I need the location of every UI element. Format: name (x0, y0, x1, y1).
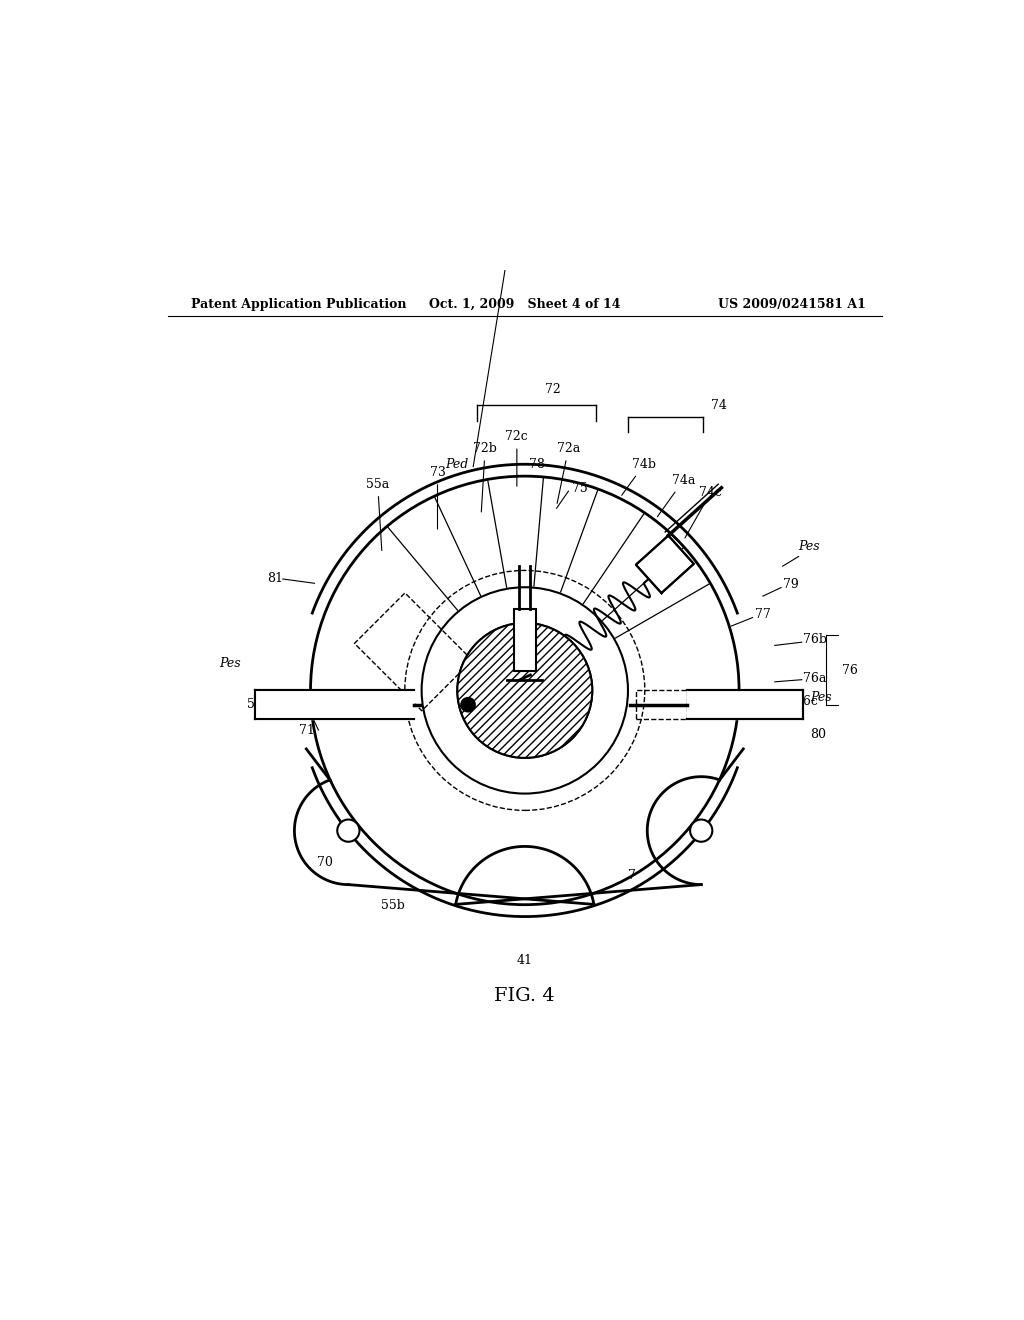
Text: 41: 41 (517, 954, 532, 968)
Text: Patent Application Publication: Patent Application Publication (191, 297, 407, 310)
Polygon shape (255, 690, 414, 719)
Text: 74: 74 (712, 399, 727, 412)
Text: 81: 81 (267, 573, 283, 586)
Text: 74b: 74b (622, 458, 656, 495)
Text: 55b: 55b (381, 899, 406, 912)
Text: 73: 73 (430, 466, 445, 529)
Circle shape (458, 623, 592, 758)
Circle shape (458, 623, 592, 758)
Text: Pes: Pes (545, 676, 566, 689)
Text: 53: 53 (247, 697, 263, 710)
Circle shape (690, 820, 713, 842)
Text: US 2009/0241581 A1: US 2009/0241581 A1 (718, 297, 866, 310)
Text: FIG. 4: FIG. 4 (495, 987, 555, 1005)
Text: 76c: 76c (795, 696, 817, 709)
Text: 76b: 76b (803, 634, 826, 647)
Text: 74a: 74a (657, 474, 695, 516)
Text: 76a: 76a (803, 672, 826, 685)
Text: 78: 78 (528, 458, 545, 471)
Polygon shape (687, 690, 803, 719)
Text: 55a: 55a (367, 478, 389, 550)
Text: 76: 76 (842, 664, 858, 677)
Text: 72a: 72a (557, 442, 580, 503)
Text: 70: 70 (317, 857, 333, 869)
Text: 77: 77 (755, 607, 771, 620)
Text: 7: 7 (628, 869, 636, 882)
Text: Pes: Pes (799, 540, 820, 553)
Circle shape (461, 697, 475, 711)
Text: 74c: 74c (685, 486, 722, 539)
Bar (636, 690, 687, 719)
Text: 71: 71 (299, 725, 314, 737)
Text: 72: 72 (545, 383, 560, 396)
Text: 80: 80 (811, 729, 826, 741)
Text: 79: 79 (782, 578, 799, 590)
Text: Pes: Pes (811, 690, 833, 704)
Text: Ped: Ped (445, 458, 469, 471)
Text: 72b: 72b (473, 442, 497, 512)
Text: 72c: 72c (506, 430, 528, 486)
Text: Pes: Pes (219, 656, 241, 669)
Circle shape (337, 820, 359, 842)
Polygon shape (636, 536, 694, 593)
Text: Oct. 1, 2009   Sheet 4 of 14: Oct. 1, 2009 Sheet 4 of 14 (429, 297, 621, 310)
Text: 75: 75 (572, 483, 588, 495)
Bar (514, 609, 536, 671)
